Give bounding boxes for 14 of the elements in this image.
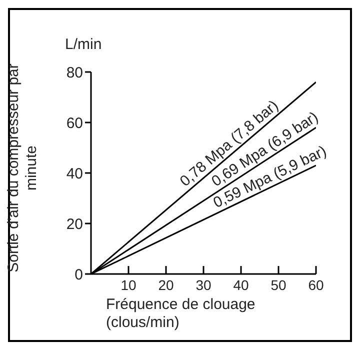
- x-tick-label: 40: [233, 276, 249, 293]
- text: L/min: [65, 36, 102, 53]
- y-tick-label: 0: [74, 266, 83, 284]
- y-tick-label: 40: [66, 165, 83, 182]
- x-tick-label: 60: [308, 276, 324, 293]
- y-tick-label: 20: [66, 216, 83, 233]
- y-axis-title: Sortie d'air du compresseur par minute: [5, 62, 41, 274]
- x-tick-label: 30: [196, 276, 212, 293]
- x-axis-title: Fréquence de clouage (clous/min): [106, 296, 256, 332]
- y-tick-label: 80: [66, 64, 83, 82]
- x-tick-label: 20: [158, 276, 174, 293]
- x-tick-label: 10: [120, 276, 136, 293]
- x-tick-label: 50: [270, 276, 286, 293]
- y-tick-label: 60: [66, 114, 83, 132]
